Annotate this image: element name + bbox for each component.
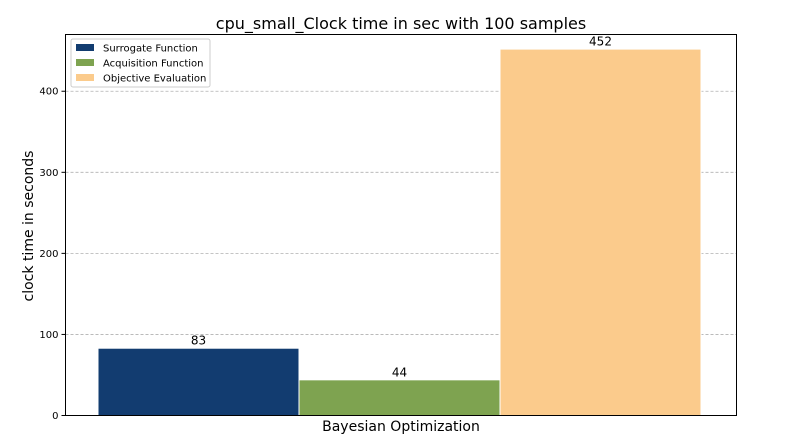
- data-label: 452: [589, 35, 612, 49]
- legend: Surrogate Function Acquisition Function Ob…: [70, 38, 211, 88]
- legend-swatch: [76, 44, 94, 51]
- legend-label: Acquisition Function: [103, 59, 203, 70]
- plot-frame: [65, 34, 737, 416]
- y-axis-label: clock time in seconds: [21, 151, 37, 302]
- gridlines: [65, 90, 737, 335]
- bars: [97, 48, 702, 416]
- chart-title: cpu_small_Clock time in sec with 100 sam…: [216, 14, 586, 34]
- legend-label: Surrogate Function: [103, 44, 198, 55]
- legend-swatch: [76, 74, 94, 81]
- legend-box: [70, 38, 211, 88]
- y-tick-label: 200: [39, 249, 58, 260]
- bar-surrogate-function: [97, 347, 300, 416]
- legend-swatch: [76, 59, 94, 66]
- x-axis-label: Bayesian Optimization: [322, 419, 480, 435]
- data-label: 44: [392, 365, 407, 379]
- y-tick-label: 300: [39, 168, 58, 179]
- data-labels: 83 44 452: [191, 35, 612, 380]
- legend-label: Objective Evaluation: [103, 74, 206, 85]
- y-tick-label: 0: [52, 411, 58, 422]
- y-axis-ticks: 0 100 200 300 400: [39, 87, 66, 422]
- bar-acquisition-function: [298, 379, 501, 416]
- data-label: 83: [191, 334, 206, 348]
- y-tick-label: 400: [39, 87, 58, 98]
- bar-objective-evaluation: [499, 48, 702, 416]
- y-tick-label: 100: [39, 330, 58, 341]
